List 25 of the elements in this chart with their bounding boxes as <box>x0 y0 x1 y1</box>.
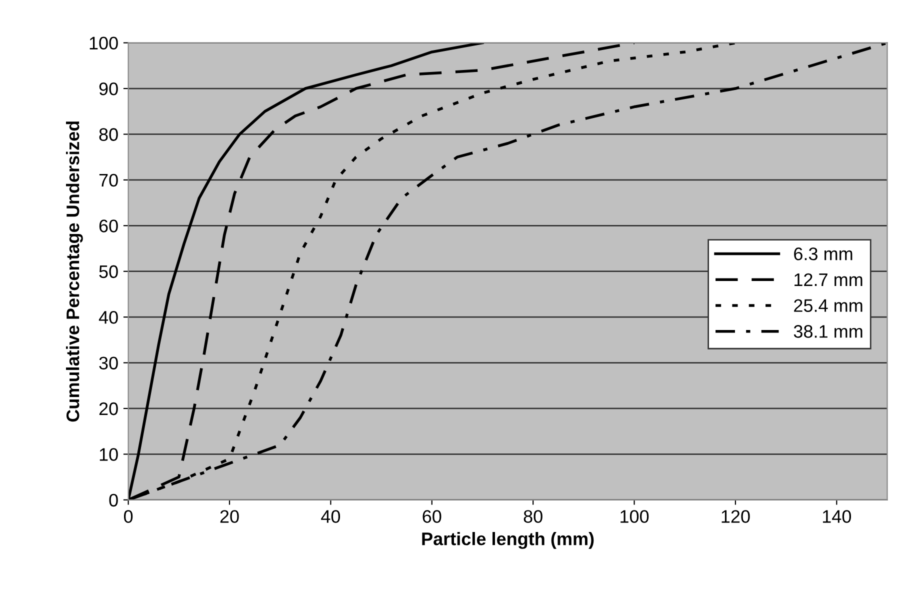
x-tick-label: 140 <box>822 510 852 523</box>
legend-label: 12.7 mm <box>794 273 862 286</box>
y-tick-label: 0 <box>109 494 118 507</box>
x-tick-label: 120 <box>722 510 750 523</box>
y-tick-label: 60 <box>99 220 118 232</box>
y-tick-label: 100 <box>90 36 118 50</box>
x-tick-label: 20 <box>220 510 239 523</box>
x-tick-label: 0 <box>124 510 133 523</box>
y-tick-label: 40 <box>98 310 118 324</box>
y-tick-label: 50 <box>99 265 118 278</box>
y-tick-label: 80 <box>99 128 118 141</box>
x-tick-label: 100 <box>620 510 649 523</box>
y-tick-label: 70 <box>99 174 118 187</box>
x-tick-label: 40 <box>321 510 340 523</box>
x-tick-label: 80 <box>524 510 542 523</box>
legend-label: 38.1 mm <box>794 325 862 338</box>
y-axis-title: Cumulative Percentage Undersized <box>66 122 83 422</box>
x-axis-title: Particle length (mm) <box>422 532 594 549</box>
legend-label: 25.4 mm <box>794 299 862 312</box>
x-tick-label: 60 <box>422 510 442 523</box>
y-tick-label: 10 <box>100 448 118 461</box>
legend-label: 6.3 mm <box>794 247 852 260</box>
y-tick-label: 20 <box>99 402 118 416</box>
y-tick-label: 30 <box>99 356 118 370</box>
y-tick-label: 90 <box>99 82 118 96</box>
